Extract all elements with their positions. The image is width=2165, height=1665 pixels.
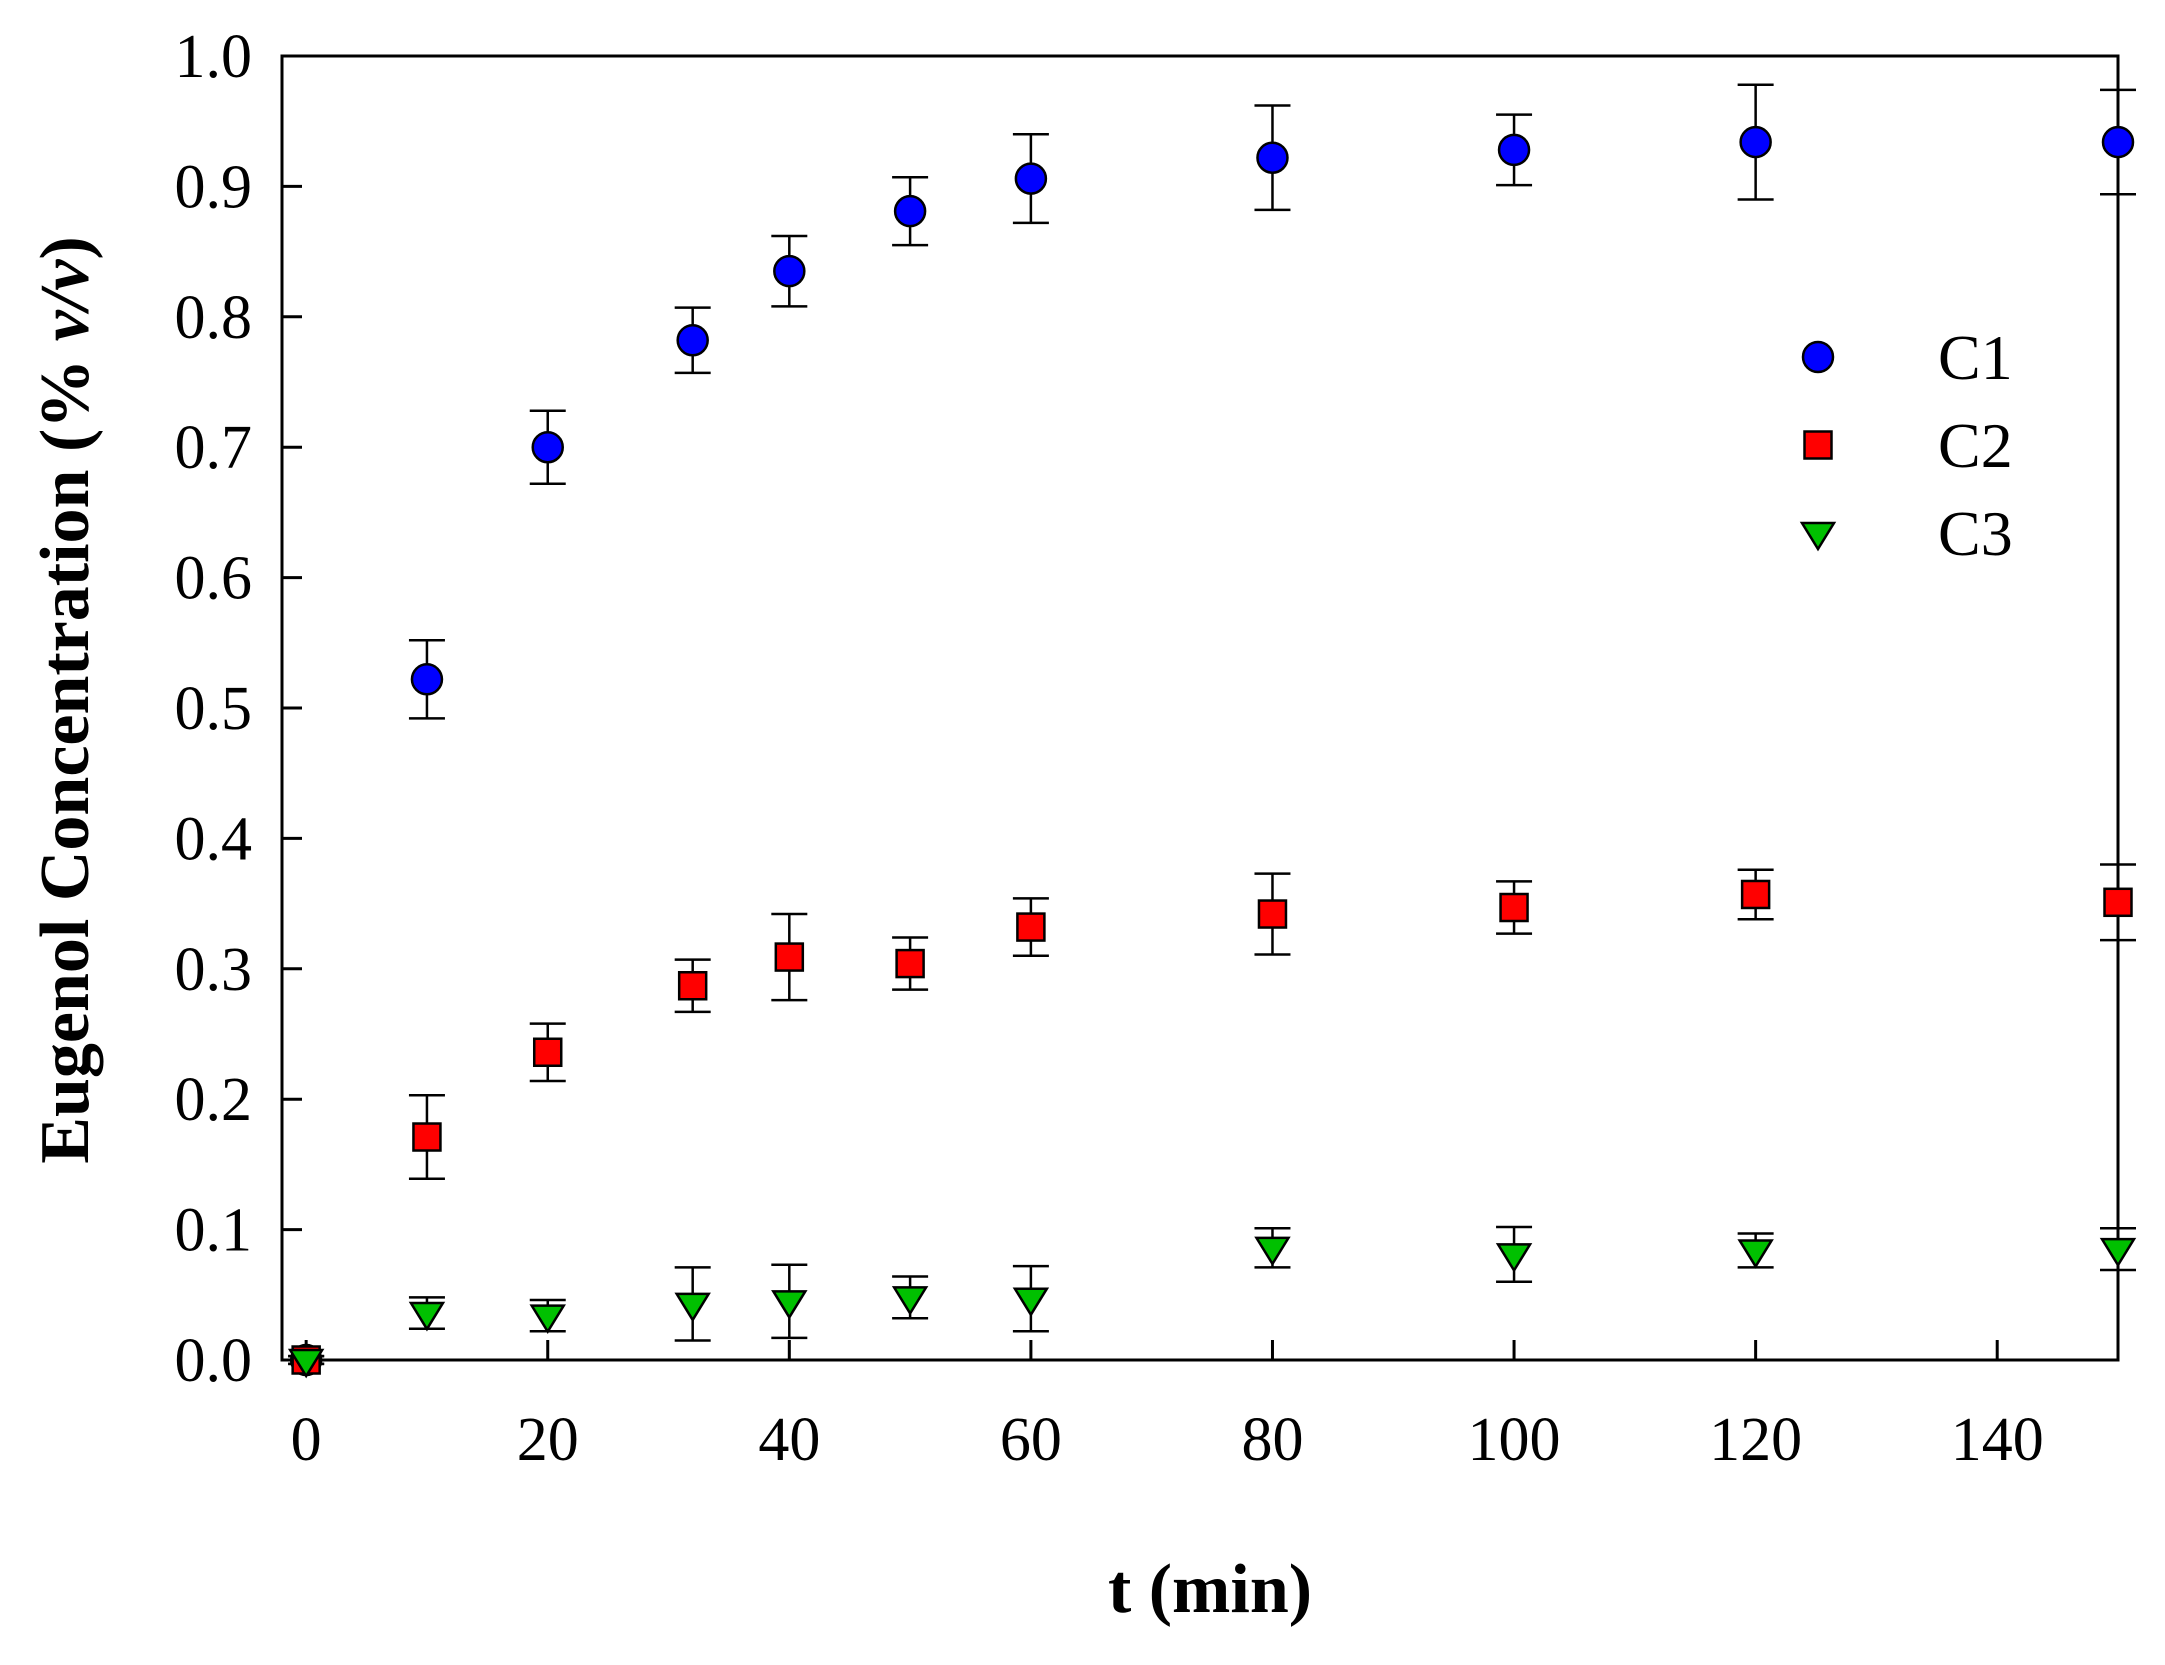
data-point xyxy=(2103,887,2133,918)
data-point xyxy=(2101,125,2135,159)
data-point xyxy=(891,1286,929,1316)
data-point xyxy=(676,324,709,357)
x-axis-title: t (min) xyxy=(1108,1551,1312,1628)
data-point xyxy=(1737,1239,1774,1269)
y-tick-label: 0.2 xyxy=(175,1066,253,1134)
y-tick-label: 0.4 xyxy=(175,805,253,873)
data-series xyxy=(287,83,2137,1379)
legend-label-C3: C3 xyxy=(1938,498,2013,569)
x-tick-label: 120 xyxy=(1709,1406,1802,1474)
data-point xyxy=(410,663,444,696)
y-tick-label: 0.7 xyxy=(175,414,253,482)
y-tick-label: 0.3 xyxy=(175,936,253,1004)
legend-label-C2: C2 xyxy=(1938,410,2013,481)
data-point xyxy=(532,1037,563,1068)
y-axis-title-prefix: Eugenol Concentration (% xyxy=(27,341,104,1164)
data-point xyxy=(1739,125,1772,159)
legend-marker-C1 xyxy=(1801,340,1835,374)
data-point xyxy=(1740,879,1771,910)
legend-marker-C3 xyxy=(1799,521,1837,552)
series-C3 xyxy=(287,1225,2137,1379)
legend-label-C1: C1 xyxy=(1938,322,2013,393)
data-point xyxy=(1016,912,1046,942)
x-tick-label: 140 xyxy=(1951,1406,2044,1474)
data-point xyxy=(774,942,805,972)
data-point xyxy=(2099,1237,2137,1268)
data-point xyxy=(771,1290,808,1320)
y-tick-label: 1.0 xyxy=(175,23,253,91)
legend-marker-C2 xyxy=(1803,430,1833,460)
y-tick-label: 0.5 xyxy=(175,675,253,743)
data-point xyxy=(674,1292,711,1323)
data-point xyxy=(1012,1287,1050,1318)
data-point xyxy=(1495,1243,1533,1273)
data-point xyxy=(893,194,927,228)
y-tick-label: 0.6 xyxy=(175,545,253,613)
data-point xyxy=(1014,162,1048,195)
x-tick-label: 80 xyxy=(1241,1406,1303,1474)
data-point xyxy=(529,1304,566,1335)
y-tick-label: 0.1 xyxy=(175,1197,253,1265)
plot-area-border xyxy=(280,54,2120,1362)
data-point xyxy=(1257,899,1288,929)
x-tick-label: 20 xyxy=(517,1406,579,1474)
data-point xyxy=(773,254,806,288)
x-tick-label: 60 xyxy=(1000,1406,1062,1474)
y-tick-label: 0.9 xyxy=(175,153,253,221)
y-axis-title: Eugenol Concentration (% v/v) xyxy=(27,236,104,1163)
y-axis-title-suffix: ) xyxy=(27,236,104,259)
y-tick-label: 0.8 xyxy=(175,284,253,352)
data-point xyxy=(1499,892,1529,923)
data-point xyxy=(408,1301,446,1332)
y-tick-label: 0.0 xyxy=(175,1327,253,1395)
series-C1 xyxy=(288,83,2136,1377)
y-axis-title-italic: v/v xyxy=(27,259,104,342)
data-point xyxy=(895,948,925,979)
data-point xyxy=(677,971,708,1001)
plot-frame xyxy=(280,54,2120,1362)
data-point xyxy=(412,1122,442,1152)
data-point xyxy=(1256,141,1289,174)
data-point xyxy=(1254,1236,1291,1267)
x-tick-label: 40 xyxy=(758,1406,820,1474)
data-point xyxy=(1497,133,1531,167)
axis-ticks: 0 20 40 60 80 100 120 140 0.0 0.1 0.2 0.3 0.4 0.5 0.6 0… xyxy=(175,23,2044,1474)
x-tick-label: 100 xyxy=(1468,1406,1561,1474)
data-point xyxy=(287,1348,325,1379)
x-tick-label: 0 xyxy=(291,1406,322,1474)
series-C2 xyxy=(288,863,2136,1375)
legend: C1 C2 C3 xyxy=(1799,322,2013,569)
data-point xyxy=(531,430,564,464)
